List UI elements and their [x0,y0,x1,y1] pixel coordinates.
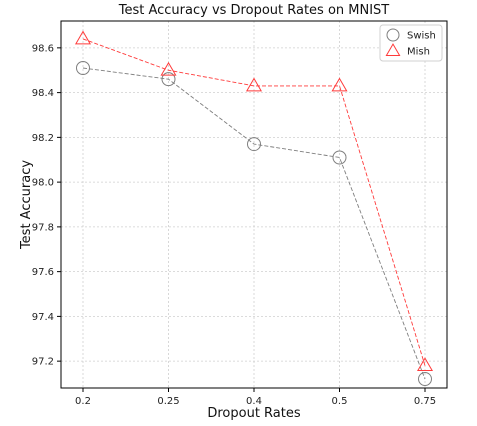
series-line-swish [82,67,426,380]
x-tick-label: 0.75 [414,396,436,407]
series-line-mish [82,38,426,366]
y-tick-label: 97.2 [32,357,54,368]
legend-box [379,24,443,62]
y-tick-label: 98.0 [32,178,54,189]
x-tick-label: 0.5 [332,396,348,407]
y-axis-label: Test Accuracy [19,160,34,250]
circle-marker [247,137,261,152]
plot-frame [60,20,448,389]
x-tick-label: 0.4 [246,396,262,407]
x-tick-label: 0.25 [157,396,179,407]
legend-label: Swish [407,31,436,42]
legend-item-swish: Swish [386,28,436,42]
legend-circle-icon [386,28,400,42]
legend-label: Mish [407,47,430,58]
triangle-marker [416,357,434,372]
y-tick-label: 98.6 [32,43,54,54]
y-tick-label: 97.6 [32,267,54,278]
triangle-marker [74,30,92,45]
y-tick-label: 97.4 [32,312,54,323]
series-swish [76,60,432,387]
y-tick-label: 97.8 [32,222,54,233]
y-tick-label: 98.2 [32,133,54,144]
series-mish [74,30,434,372]
legend-item-mish: Mish [385,43,430,58]
x-tick-label: 0.2 [75,396,91,407]
legend-triangle-icon [385,43,401,57]
ticks-layer: 0.2 0.25 0.4 0.5 0.75 97.2 97.4 97.6 97.8 98.0 98.… [32,43,436,407]
series-layer [74,30,434,387]
x-axis-label: Dropout Rates [207,406,301,421]
triangle-marker [331,77,348,92]
circle-marker [418,372,432,387]
chart-title: Test Accuracy vs Dropout Rates on MNIST [118,3,390,18]
legend: Swish Mish [379,24,443,62]
circle-marker [332,150,347,165]
legend-items: Swish Mish [385,28,436,58]
triangle-marker [245,77,263,92]
triangle-marker [160,61,177,76]
y-tick-label: 98.4 [32,88,54,99]
circle-marker [161,72,176,87]
grid-layer [61,21,447,388]
circle-marker [76,60,90,75]
